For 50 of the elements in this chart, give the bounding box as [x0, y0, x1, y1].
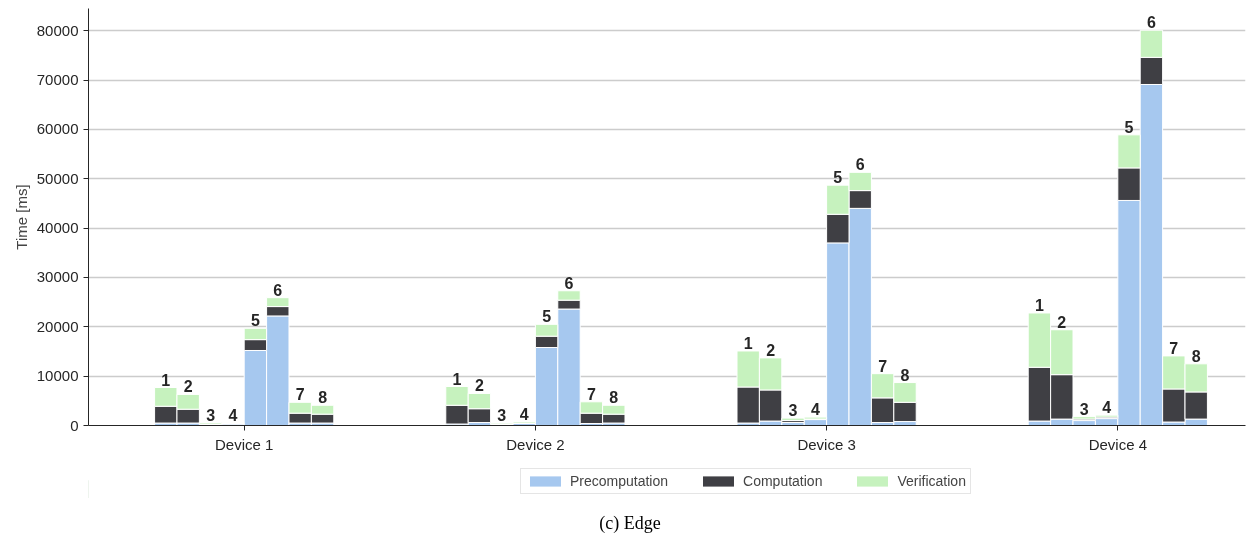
legend-label: Computation [743, 473, 823, 489]
x-tick-label: 6 [1146, 14, 1156, 32]
x-tick-label: 2 [474, 377, 484, 395]
x-tick-label: 1 [452, 370, 462, 388]
text: Device 2 [506, 435, 565, 453]
x-tick-label: 7 [295, 386, 305, 404]
x-tick-label: 7 [586, 385, 596, 403]
x-tick-label: 2 [1057, 313, 1067, 331]
x-tick-label: 8 [1191, 347, 1201, 365]
x-tick-label: 8 [900, 366, 910, 384]
text: (c) Edge [599, 512, 661, 535]
x-tick-label: 2 [183, 378, 193, 396]
text: Device 3 [797, 435, 856, 453]
x-tick-label: 1 [161, 371, 171, 389]
x-tick-label: 4 [1102, 399, 1112, 417]
x-tick-label: 1 [743, 334, 753, 352]
y-tick-label: 10000 [36, 367, 79, 385]
x-tick-label: 5 [1124, 118, 1134, 136]
x-tick-label: 8 [609, 389, 619, 407]
x-tick-label: 6 [273, 281, 283, 299]
y-tick-label: 70000 [36, 71, 79, 89]
x-tick-label: 4 [810, 401, 820, 419]
x-tick-label: 6 [564, 274, 574, 292]
x-tick-label: 8 [318, 389, 328, 407]
x-tick-label: 1 [1034, 296, 1044, 314]
x-tick-label: 5 [250, 312, 260, 330]
x-tick-label: 3 [206, 406, 216, 424]
x-tick-label: 4 [519, 405, 529, 423]
x-tick-label: 5 [542, 308, 552, 326]
x-tick-label: 7 [1169, 339, 1179, 357]
x-tick-label: 4 [228, 406, 238, 424]
x-tick-label: 6 [855, 156, 865, 174]
y-tick-label: 30000 [36, 268, 79, 286]
x-tick-label: 7 [878, 357, 888, 375]
text: Device 4 [1088, 435, 1147, 453]
x-tick-label: 3 [1079, 400, 1089, 418]
y-tick-label: 0 [70, 416, 79, 434]
legend-label: Precomputation [570, 473, 669, 489]
legend-label: Verification [897, 473, 966, 489]
y-tick-label: 80000 [36, 21, 79, 39]
x-tick-label: 5 [833, 169, 843, 187]
y-tick-label: 40000 [36, 219, 79, 237]
y-axis-title: Time [ms] [12, 184, 30, 250]
y-tick-label: 50000 [36, 169, 79, 187]
y-tick-label: 20000 [36, 317, 79, 335]
x-tick-label: 3 [788, 402, 798, 420]
x-tick-label: 2 [766, 341, 776, 359]
x-tick-label: 3 [497, 407, 507, 425]
text: Device 1 [215, 435, 274, 453]
y-tick-label: 60000 [36, 120, 79, 138]
